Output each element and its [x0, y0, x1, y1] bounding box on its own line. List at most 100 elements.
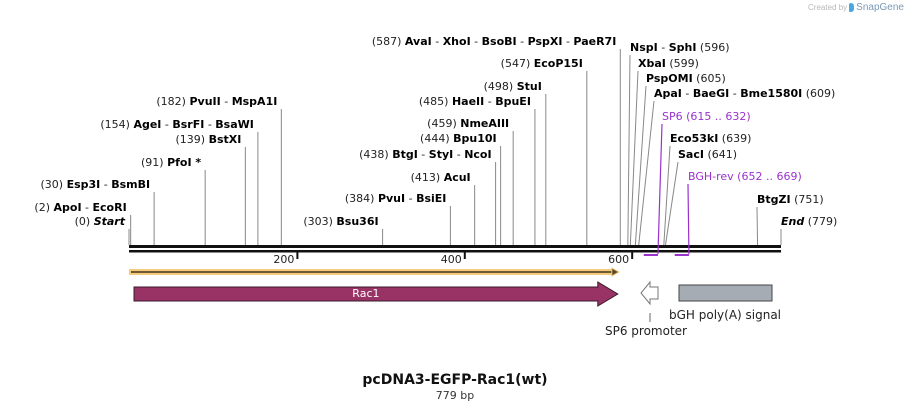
cut-site-btgzi: BtgZI (751): [756, 193, 824, 246]
cut-site-position: (303): [303, 215, 336, 228]
ruler-tick: [463, 252, 466, 259]
cut-site-label: (444) Bpu10I: [420, 132, 497, 145]
cut-site-label: (587) AvaI - XhoI - BsoBI - PspXI - PaeR…: [372, 35, 616, 48]
cut-site-label: PspOMI (605): [646, 72, 726, 85]
cut-site-position: (596): [696, 41, 729, 54]
cut-site-position: (641): [704, 148, 737, 161]
enzyme-name: Eco53kI: [670, 132, 718, 145]
enzyme-name: BtgI: [392, 148, 418, 161]
bgh-polya-box: [678, 284, 773, 302]
cut-site-line: [629, 70, 639, 246]
cut-site-line: [638, 100, 655, 246]
primer-name: BGH-rev: [688, 170, 734, 183]
cut-site-pspomi: PspOMI (605): [634, 72, 726, 246]
cut-site-position: (459): [427, 117, 460, 130]
cut-site-position: (91): [141, 156, 167, 169]
primer-name: SP6: [662, 110, 683, 123]
map-length: 779 bp: [435, 389, 475, 402]
enzyme-name: NmeAIII: [460, 117, 509, 130]
cut-site-label: (413) AcuI: [411, 171, 471, 184]
cut-site-start: (0) Start: [75, 215, 130, 245]
cut-site-eco53ki: Eco53kI (639): [663, 132, 751, 246]
ruler-tick-label: 400: [441, 253, 462, 266]
cut-site-separator: -: [682, 87, 693, 100]
cut-site-agei: (154) AgeI - BsrFI - BsaWI: [100, 118, 259, 245]
enzyme-name: XhoI: [443, 35, 471, 48]
enzyme-name: ApoI: [54, 201, 82, 214]
cut-site-position: (639): [718, 132, 751, 145]
ruler-tick-label: 600: [608, 253, 629, 266]
cut-site-label: (459) NmeAIII: [427, 117, 509, 130]
cut-site-position: (30): [40, 178, 66, 191]
enzyme-name: XbaI: [638, 57, 666, 70]
enzyme-name: ApaI: [654, 87, 682, 100]
enzyme-name: BtgZI: [757, 193, 791, 206]
enzyme-name: PfoI *: [167, 156, 201, 169]
enzyme-name: BsaWI: [215, 118, 254, 131]
enzyme-name: AgeI: [133, 118, 161, 131]
cut-site-position: (444): [420, 132, 453, 145]
sp6-promoter-label: SP6 promoter: [605, 324, 687, 338]
cut-site-label: (547) EcoP15I: [501, 57, 583, 70]
enzyme-name: NcoI: [464, 148, 491, 161]
cut-site-label: Eco53kI (639): [670, 132, 751, 145]
backbone-bottom-strand: [129, 250, 781, 253]
cut-site-separator: -: [453, 148, 464, 161]
cut-site-label: NspI - SphI (596): [630, 41, 730, 54]
cut-site-nspi: NspI - SphI (596): [627, 41, 730, 246]
feature-bgh-polya: bGH poly(A) signal: [669, 284, 781, 322]
cut-site-label: End (779): [781, 215, 837, 228]
enzyme-name: PspOMI: [646, 72, 693, 85]
cut-site-position: (384): [345, 192, 378, 205]
primer-range: (652 .. 669): [734, 170, 802, 183]
cut-site-label: SacI (641): [678, 148, 737, 161]
cut-site-position: (413): [411, 171, 444, 184]
cut-site-haeii: (485) HaeII - BpuEI: [419, 95, 536, 245]
cut-site-separator: -: [161, 118, 172, 131]
enzyme-name: BsiEI: [416, 192, 446, 205]
cut-site-separator: -: [562, 35, 573, 48]
cut-site-label: (30) Esp3I - BsmBI: [40, 178, 150, 191]
orf-arrowhead: [611, 267, 620, 277]
cut-site-position: (599): [666, 57, 699, 70]
cut-site-label: (438) BtgI - StyI - NcoI: [359, 148, 491, 161]
cut-site-position: (2): [34, 201, 53, 214]
cut-site-position: (438): [359, 148, 392, 161]
ruler-tick: [631, 252, 634, 259]
cut-site-position: (154): [100, 118, 133, 131]
enzyme-name: BpuEI: [495, 95, 531, 108]
watermark-brand: SnapGene: [856, 2, 904, 13]
cut-site-separator: -: [100, 178, 111, 191]
orf-arrow: [129, 267, 620, 277]
enzyme-name: SacI: [678, 148, 704, 161]
cut-site-label: (154) AgeI - BsrFI - BsaWI: [100, 118, 254, 131]
cut-site-label: (182) PvuII - MspA1I: [156, 95, 277, 108]
cut-site-saci: SacI (641): [665, 148, 737, 246]
cut-site-ecop15i: (547) EcoP15I: [501, 57, 588, 245]
cut-site-position: (779): [804, 215, 837, 228]
primer-bgh-rev: BGH-rev (652 .. 669): [674, 170, 802, 256]
cut-site-label: (91) PfoI *: [141, 156, 201, 169]
cut-site-label: (139) BstXI: [175, 133, 241, 146]
cut-site-separator: -: [204, 118, 215, 131]
enzyme-name: PspXI: [528, 35, 563, 48]
cut-site-line: [665, 161, 679, 246]
enzyme-name: PvuI: [378, 192, 405, 205]
bgh-polya-label: bGH poly(A) signal: [669, 308, 781, 322]
cut-site-pvui: (384) PvuI - BsiEI: [345, 192, 451, 245]
cut-site-position: (609): [802, 87, 835, 100]
cut-site-pfoi: (91) PfoI *: [141, 156, 206, 245]
enzyme-name: PaeR7I: [573, 35, 616, 48]
cut-site-position: (182): [156, 95, 189, 108]
cut-site-label: (2) ApoI - EcoRI: [34, 201, 126, 214]
enzyme-name: NspI: [630, 41, 658, 54]
cut-site-label: (384) PvuI - BsiEI: [345, 192, 447, 205]
cut-site-label: ApaI - BaeGI - Bme1580I (609): [654, 87, 835, 100]
cut-site-line: [634, 85, 647, 246]
enzyme-name: BsrFI: [172, 118, 204, 131]
watermark-prefix: Created by: [808, 3, 848, 12]
backbone-top-strand: [129, 245, 781, 248]
enzyme-name: Bme1580I: [740, 87, 802, 100]
cut-site-separator: -: [432, 35, 443, 48]
cut-site-label: (303) Bsu36I: [303, 215, 378, 228]
